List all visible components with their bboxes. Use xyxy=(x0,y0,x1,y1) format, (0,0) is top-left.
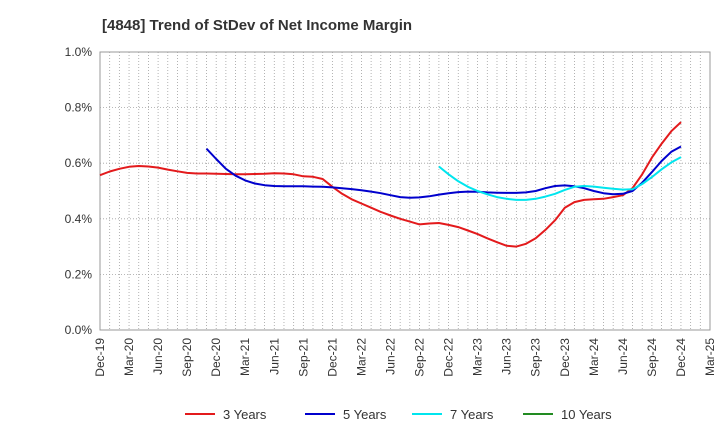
x-tick-label: Dec-19 xyxy=(93,338,107,377)
x-tick-label: Sep-22 xyxy=(413,338,427,377)
x-tick-label: Jun-24 xyxy=(616,338,630,375)
y-tick-label: 0.4% xyxy=(65,212,93,226)
x-tick-label: Mar-22 xyxy=(354,338,368,376)
legend-label: 7 Years xyxy=(450,407,494,422)
series-line-7-years xyxy=(438,156,682,201)
y-tick-label: 0.8% xyxy=(65,101,93,115)
x-tick-label: Jun-20 xyxy=(151,338,165,375)
legend-label: 10 Years xyxy=(561,407,612,422)
chart-title: [4848] Trend of StDev of Net Income Marg… xyxy=(102,17,412,34)
x-tick-label: Dec-21 xyxy=(325,338,339,377)
x-tick-label: Jun-22 xyxy=(383,338,397,375)
legend-label: 5 Years xyxy=(343,407,387,422)
plot-area xyxy=(99,51,711,331)
x-tick-label: Mar-24 xyxy=(587,338,601,376)
x-tick-label: Sep-24 xyxy=(645,338,659,377)
x-tick-label: Mar-25 xyxy=(703,338,717,376)
x-tick-label: Jun-21 xyxy=(267,338,281,375)
x-axis: Dec-19 Mar-20 Jun-20 Sep-20 Dec-20 Mar-21 Jun-… xyxy=(93,338,717,377)
x-tick-label: Sep-23 xyxy=(529,338,543,377)
x-tick-label: Jun-23 xyxy=(500,338,514,375)
x-tick-label: Dec-24 xyxy=(674,338,688,377)
legend: 3 Years 5 Years 7 Years 10 Years xyxy=(185,407,612,422)
series-line-5-years xyxy=(205,145,682,199)
x-tick-label: Sep-20 xyxy=(180,338,194,377)
series-lines xyxy=(99,121,682,248)
x-tick-label: Dec-23 xyxy=(558,338,572,377)
x-tick-label: Mar-21 xyxy=(238,338,252,376)
y-axis: 0.0% 0.2% 0.4% 0.6% 0.8% 1.0% xyxy=(65,45,93,337)
legend-label: 3 Years xyxy=(223,407,267,422)
x-tick-label: Dec-22 xyxy=(442,338,456,377)
plot-frame xyxy=(99,51,711,331)
x-tick-label: Sep-21 xyxy=(296,338,310,377)
x-tick-label: Dec-20 xyxy=(209,338,223,377)
y-tick-label: 0.6% xyxy=(65,156,93,170)
y-tick-label: 0.0% xyxy=(65,323,93,337)
grid-lines xyxy=(100,52,710,330)
y-tick-label: 1.0% xyxy=(65,45,93,59)
series-line-3-years xyxy=(99,121,682,248)
y-tick-label: 0.2% xyxy=(65,267,93,281)
x-tick-label: Mar-20 xyxy=(122,338,136,376)
x-tick-label: Mar-23 xyxy=(471,338,485,376)
